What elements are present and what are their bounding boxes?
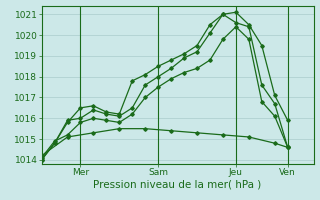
X-axis label: Pression niveau de la mer( hPa ): Pression niveau de la mer( hPa )	[93, 180, 262, 190]
